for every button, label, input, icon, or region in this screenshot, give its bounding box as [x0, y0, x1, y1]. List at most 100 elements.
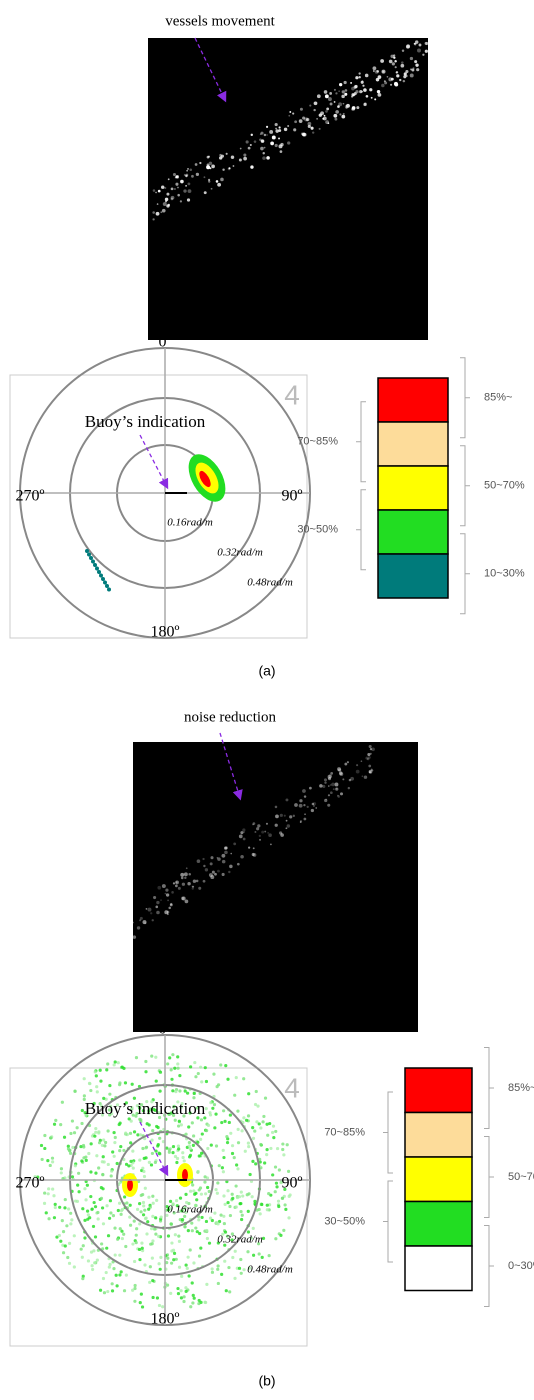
- speckle: [259, 839, 261, 841]
- spectrum-dot: [70, 1218, 73, 1221]
- speckle: [263, 152, 265, 154]
- spectrum-dot: [237, 1128, 240, 1131]
- spectrum-dot: [136, 1208, 139, 1211]
- spectrum-dot: [160, 1215, 163, 1218]
- spectrum-dot: [182, 1300, 185, 1303]
- spectrum-dot: [102, 1222, 105, 1225]
- speckle: [267, 832, 269, 834]
- spectrum-dot: [73, 1089, 76, 1092]
- speckle: [358, 72, 360, 74]
- speckle: [299, 804, 303, 808]
- spectrum-dot: [66, 1256, 69, 1259]
- spectrum-dot: [83, 1094, 86, 1097]
- speckle: [392, 62, 395, 65]
- radius-label: 0.16rad/m: [167, 1204, 213, 1216]
- spectrum-dot: [233, 1277, 236, 1280]
- spectrum-dot: [194, 1075, 197, 1078]
- spectrum-dot: [282, 1229, 285, 1232]
- spectrum-dot: [83, 1236, 86, 1239]
- spectrum-dot: [129, 1160, 132, 1163]
- spectrum-dot: [151, 1195, 154, 1198]
- legend-swatch: [405, 1113, 472, 1158]
- spectrum-dot: [62, 1230, 65, 1233]
- speckle: [175, 183, 178, 186]
- spectrum-dot: [156, 1144, 159, 1147]
- speckle: [280, 150, 283, 153]
- spectrum-dot: [135, 1227, 138, 1230]
- speckle: [313, 802, 316, 805]
- speckle: [192, 887, 194, 889]
- speckle: [337, 767, 341, 771]
- spectrum-dot: [279, 1234, 282, 1237]
- spectrum-dot: [173, 1067, 176, 1070]
- spectrum-dot: [251, 1126, 254, 1129]
- spectrum-dot: [168, 1056, 171, 1059]
- spectrum-dot: [154, 1233, 157, 1236]
- speckle: [384, 80, 386, 82]
- speckle: [181, 897, 184, 900]
- spectrum-dot: [242, 1077, 245, 1080]
- spectrum-dot: [122, 1149, 125, 1152]
- spectrum-dot: [143, 1175, 146, 1178]
- spectrum-dot: [283, 1203, 286, 1206]
- spectrum-dot: [228, 1290, 231, 1293]
- speckle: [254, 831, 256, 833]
- speckle: [160, 899, 162, 901]
- speckle: [304, 795, 306, 797]
- angle-label: 90º: [282, 488, 303, 505]
- speckle: [275, 824, 278, 827]
- speckle: [299, 119, 303, 123]
- speckle: [259, 835, 261, 837]
- speckle: [262, 156, 266, 160]
- spectrum-dot: [78, 1190, 81, 1193]
- spectrum-dot: [89, 1170, 92, 1173]
- spectrum-dot: [133, 1220, 136, 1223]
- spectrum-dot: [281, 1148, 284, 1151]
- speckle: [403, 75, 406, 78]
- speckle: [371, 769, 373, 771]
- spectrum-dot: [115, 1274, 118, 1277]
- speckle: [166, 893, 169, 896]
- spectrum-dot: [155, 1079, 158, 1082]
- speckle: [233, 165, 235, 167]
- spectrum-dot: [200, 1152, 203, 1155]
- speckle: [404, 72, 407, 75]
- speckle: [157, 203, 159, 205]
- spectrum-dot: [239, 1202, 242, 1205]
- spectrum-dot: [206, 1186, 209, 1189]
- speckle: [204, 176, 206, 178]
- speckle: [313, 109, 315, 111]
- spectrum-dot: [170, 1223, 173, 1226]
- spectrum-dot: [176, 1055, 179, 1058]
- spectrum-dot: [81, 1277, 84, 1280]
- spectrum-dot: [51, 1157, 54, 1160]
- spectrum-dot: [131, 1149, 134, 1152]
- spectrum-dot: [216, 1181, 219, 1184]
- spectrum-dot: [193, 1297, 196, 1300]
- speckle: [214, 873, 217, 876]
- spectrum-dot: [184, 1089, 187, 1092]
- speckle: [356, 770, 360, 774]
- speckle: [308, 122, 312, 126]
- spectrum-dot: [252, 1137, 255, 1140]
- speckle: [162, 209, 166, 213]
- speckle: [243, 838, 246, 841]
- spectrum-dot: [189, 1190, 192, 1193]
- spectrum-dot: [261, 1120, 264, 1123]
- spectrum-dot: [43, 1134, 46, 1137]
- speckle: [222, 860, 226, 864]
- spectrum-dot: [177, 1234, 180, 1237]
- spectrum-dot: [180, 1275, 183, 1278]
- spectrum-dot: [178, 1074, 181, 1077]
- spectrum-dot: [49, 1164, 52, 1167]
- speckle: [165, 893, 167, 895]
- spectrum-dot: [234, 1250, 237, 1253]
- spectrum-dot: [211, 1267, 214, 1270]
- spectrum-dot: [151, 1296, 154, 1299]
- speckle: [222, 168, 224, 170]
- speckle: [319, 113, 322, 116]
- speckle: [335, 110, 339, 114]
- spectrum-dot: [238, 1267, 241, 1270]
- spectrum-dot: [186, 1267, 189, 1270]
- spectrum-dot: [192, 1134, 195, 1137]
